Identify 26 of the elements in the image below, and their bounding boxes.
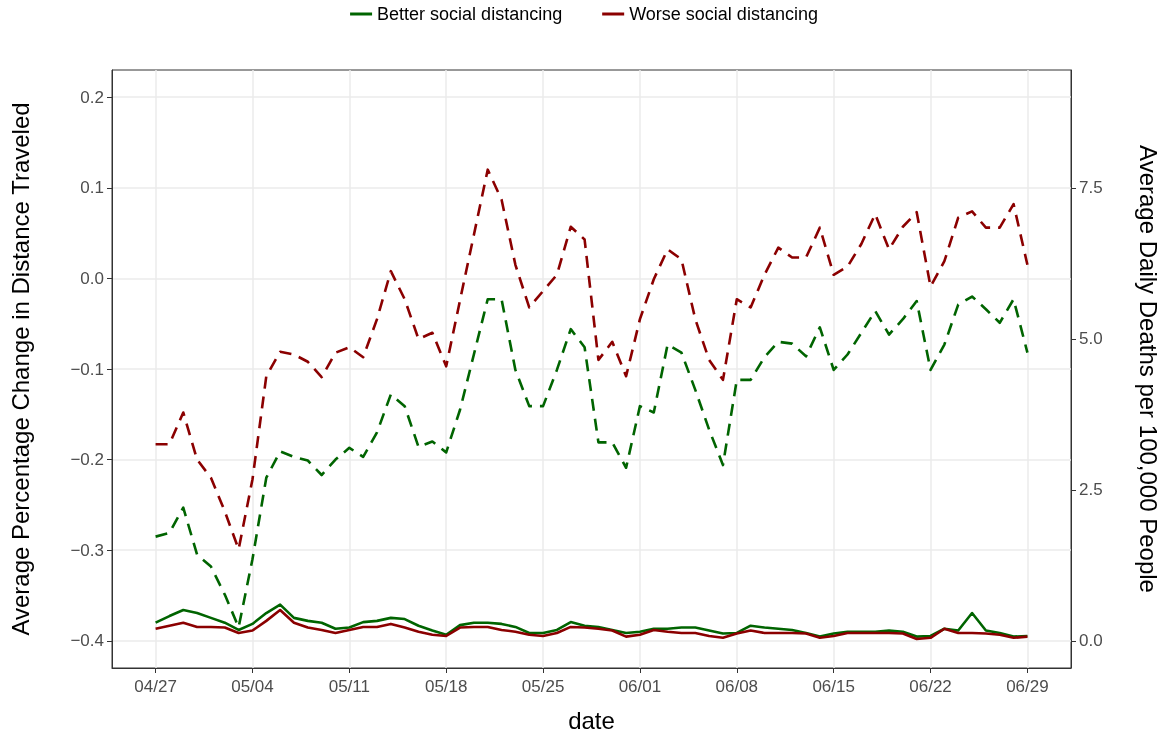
- x-tick-label: 05/04: [231, 677, 274, 696]
- y-tick-label: −0.3: [70, 540, 104, 560]
- x-tick-label: 06/29: [1006, 677, 1049, 696]
- legend-label: Better social distancing: [377, 4, 563, 24]
- y-axis-title: Average Percentage Change in Distance Traveled: [6, 102, 34, 636]
- y-tick-label: 0.1: [80, 178, 104, 198]
- x-axis-title: date: [568, 706, 615, 734]
- x-tick-label: 05/25: [521, 677, 565, 696]
- x-tick-label: 05/11: [328, 677, 370, 696]
- x-tick-label: 06/08: [715, 677, 759, 696]
- y-tick-label: 0.2: [80, 87, 104, 107]
- x-tick-label: 06/15: [812, 677, 855, 696]
- x-tick-label: 05/18: [424, 677, 468, 696]
- y2-tick-label: 7.5: [1079, 178, 1103, 198]
- legend-label: Worse social distancing: [629, 4, 818, 24]
- y2-tick-label: 2.5: [1079, 480, 1103, 500]
- y-tick-label: −0.4: [70, 631, 104, 651]
- y2-axis-title: Average Daily Deaths per 100,000 People: [1134, 145, 1162, 593]
- x-tick-label: 06/01: [618, 677, 662, 696]
- y-tick-label: −0.2: [70, 450, 104, 470]
- y2-tick-label: 5.0: [1079, 329, 1103, 349]
- x-tick-label: 04/27: [134, 677, 177, 696]
- x-tick-label: 06/22: [909, 677, 952, 696]
- y-tick-label: −0.1: [70, 359, 104, 379]
- y2-tick-label: 0.0: [1079, 631, 1103, 651]
- y-tick-label: 0.0: [80, 268, 104, 288]
